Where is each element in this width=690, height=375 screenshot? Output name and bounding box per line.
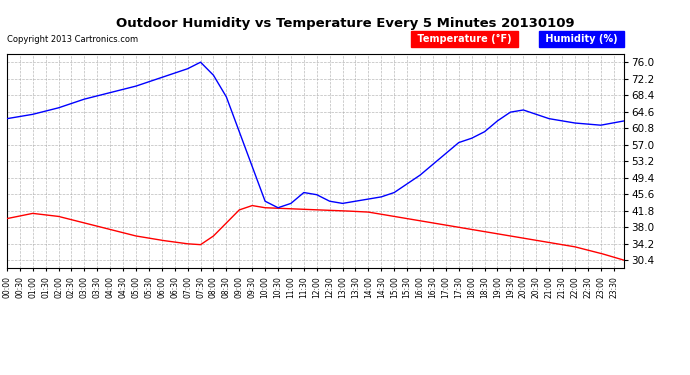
Text: Outdoor Humidity vs Temperature Every 5 Minutes 20130109: Outdoor Humidity vs Temperature Every 5 … bbox=[116, 17, 574, 30]
Text: Humidity (%): Humidity (%) bbox=[542, 34, 620, 44]
Text: Copyright 2013 Cartronics.com: Copyright 2013 Cartronics.com bbox=[7, 35, 138, 44]
Text: Temperature (°F): Temperature (°F) bbox=[414, 34, 515, 44]
